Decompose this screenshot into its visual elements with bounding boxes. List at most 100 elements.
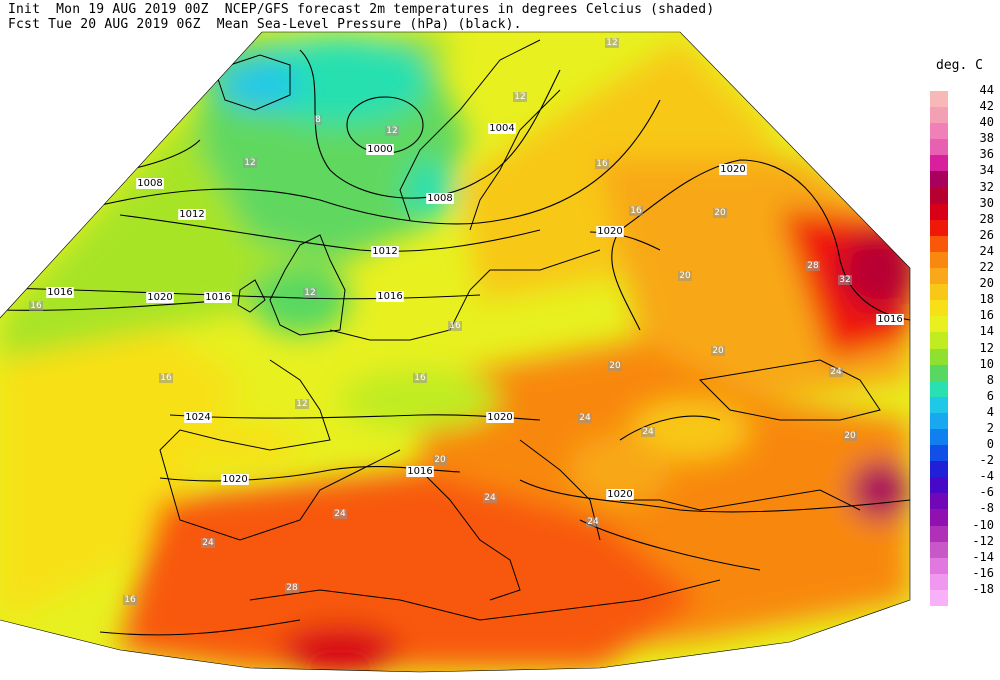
temp-label: 20 (679, 271, 691, 281)
legend-row: -10 (930, 518, 994, 542)
temp-label: 32 (839, 275, 850, 285)
temp-label-bg (448, 321, 462, 331)
legend-swatch (930, 509, 948, 526)
legend-label: 38 (979, 131, 994, 146)
legend-row: -18 (930, 582, 994, 606)
isobar-label: 1008 (137, 178, 162, 189)
legend-label: 26 (979, 227, 994, 242)
legend-swatch (930, 396, 948, 413)
temp-label-bg (295, 399, 309, 409)
legend-row: -6 (930, 485, 994, 510)
legend-swatch (930, 219, 948, 236)
legend-row: -8 (930, 501, 994, 526)
legend-row: 30 (930, 196, 994, 220)
legend-row: 32 (930, 180, 994, 204)
temp-label-bg (333, 509, 347, 519)
temp-label-bg (595, 159, 609, 169)
legend-label: -14 (972, 549, 994, 564)
legend-label: -2 (979, 453, 994, 468)
legend-swatch (930, 284, 948, 301)
isobar-label: 1016 (377, 291, 402, 302)
temp-label-bg (29, 301, 43, 311)
temp-label: 24 (642, 427, 654, 437)
legend-row: 22 (930, 260, 994, 285)
temp-label: 12 (304, 288, 315, 298)
temp-label: 24 (334, 509, 346, 519)
temp-label: 20 (712, 346, 724, 356)
legend-row: 20 (930, 276, 994, 301)
legend-label: 6 (986, 388, 994, 403)
temperature-field: 1000 1004 1008 1008 1012 1012 1016 1016 1016 1016… (0, 32, 910, 672)
temp-label: 20 (434, 455, 446, 465)
isobar-label-bg (146, 292, 174, 303)
isobar-label: 1016 (407, 466, 432, 477)
temp-label: 20 (844, 431, 856, 441)
temp-label: 28 (807, 261, 819, 271)
temp-label: 24 (830, 367, 842, 377)
legend-swatch (930, 300, 948, 317)
legend-swatch (930, 107, 948, 124)
legend-swatch (930, 332, 948, 349)
legend-label: -4 (979, 469, 994, 484)
legend-label: 36 (979, 147, 994, 162)
temp-label-bg (123, 595, 137, 605)
isobar-label: 1012 (372, 246, 397, 257)
legend-row: 16 (930, 308, 994, 333)
legend-swatch (930, 412, 948, 429)
temp-label-bg (711, 346, 725, 356)
temp-label-bg (201, 538, 215, 548)
legend-label: -12 (972, 533, 994, 548)
legend-swatch (930, 171, 948, 188)
temperature-labels: 4 8 12 12 12 12 12 12 16 16 16 16 16 16 16 20 20 20 20 20 20… (29, 33, 857, 605)
temp-label-bg (713, 208, 727, 218)
temp-label-bg (243, 158, 257, 168)
isobar-label-bg (221, 474, 249, 485)
temp-label: 4 (247, 33, 253, 43)
isobar-label-bg (406, 466, 434, 477)
legend-row: -14 (930, 550, 994, 574)
legend-row: 36 (930, 147, 994, 172)
temp-label: 20 (609, 361, 621, 371)
legend-swatch (930, 364, 948, 381)
legend-label: 22 (979, 260, 994, 275)
header-line-2: Fcst Tue 20 AUG 2019 06Z Mean Sea-Level … (8, 17, 522, 32)
legend-label: 24 (979, 243, 994, 258)
legend-row: 6 (930, 389, 994, 413)
legend-row: -2 (930, 453, 994, 478)
temp-label-bg (314, 115, 322, 125)
isobar-label-bg (426, 193, 454, 204)
legend-row: 0 (930, 437, 994, 462)
legend-swatch (930, 477, 948, 494)
legend-row: -4 (930, 469, 994, 494)
legend-swatch (930, 316, 948, 333)
temp-label: 16 (596, 159, 608, 169)
isobar-label: 1016 (205, 292, 230, 303)
legend-row: 34 (930, 163, 994, 188)
legend-label: 40 (979, 115, 994, 130)
legend-swatch (930, 348, 948, 365)
temp-label-bg (483, 493, 497, 503)
temperature-legend: 44 42 40 38 36 34 32 30 28 26 24 22 20 18 16 14 12 10 8 6 4 2… (930, 83, 994, 606)
legend-row: 14 (930, 324, 994, 349)
legend-swatch (930, 155, 948, 172)
isobar-label: 1012 (179, 209, 204, 220)
legend-label: 44 (979, 83, 994, 97)
temp-label-bg (829, 367, 843, 377)
temp-label-bg (385, 126, 399, 136)
legend-row: 38 (930, 131, 994, 156)
temp-label: 8 (315, 115, 321, 125)
temp-label: 20 (714, 208, 726, 218)
temp-label-bg (513, 92, 527, 102)
temp-label-bg (413, 373, 427, 383)
legend-label: -10 (972, 517, 994, 532)
temp-label: 16 (630, 206, 642, 216)
temp-label: 24 (579, 413, 591, 423)
isobar-label: 1016 (47, 287, 72, 298)
isobar-label: 1020 (597, 226, 622, 237)
legend-row: 26 (930, 228, 994, 252)
legend-label: 20 (979, 276, 994, 291)
temp-label-bg (246, 33, 254, 43)
legend-label: 0 (986, 437, 994, 452)
temp-label-bg (285, 583, 299, 593)
isobar-label: 1004 (489, 123, 514, 134)
